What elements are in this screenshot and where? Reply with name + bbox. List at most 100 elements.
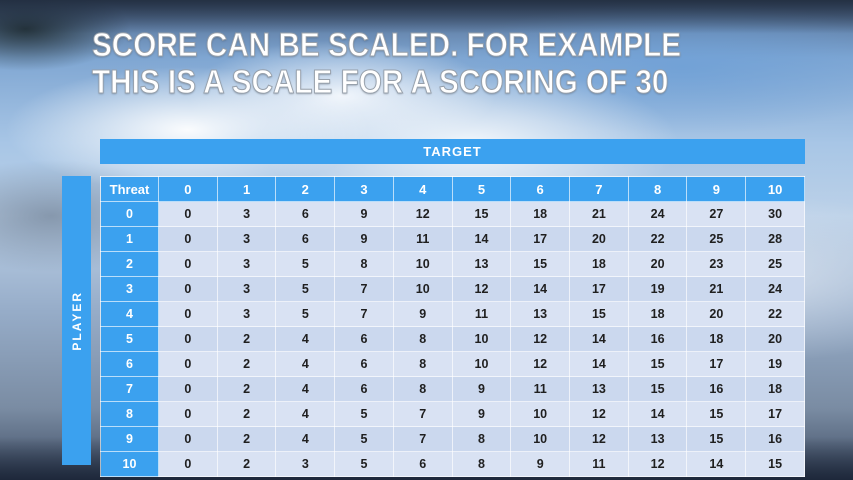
score-cell: 15: [627, 376, 688, 402]
score-cell: 7: [334, 301, 394, 327]
score-cell: 5: [334, 401, 394, 427]
target-col-header-4: 4: [392, 176, 453, 202]
table-row-threat-10: 10 0 2 3 5 6 8 9 11 12 14 15: [100, 451, 805, 477]
score-cell: 0: [158, 401, 218, 427]
score-cell: 8: [451, 451, 512, 477]
score-cell: 24: [627, 201, 688, 227]
score-cell: 15: [627, 351, 688, 377]
score-table: Threat 0 1 2 3 4 5 6 7 8 9 10 0 0 3 6 9 12 15 18 21 24 27 30 1…: [100, 176, 805, 477]
score-cell: 14: [569, 326, 629, 352]
score-cell: 11: [451, 301, 512, 327]
table-row-threat-0: 0 0 3 6 9 12 15 18 21 24 27 30: [100, 201, 805, 227]
score-cell: 10: [392, 251, 453, 277]
target-col-header-6: 6: [510, 176, 571, 202]
score-cell: 14: [451, 226, 512, 252]
score-cell: 5: [275, 251, 336, 277]
score-cell: 5: [275, 301, 336, 327]
score-cell: 0: [158, 201, 218, 227]
score-cell: 25: [745, 251, 805, 277]
score-cell: 8: [392, 326, 453, 352]
score-cell: 6: [334, 376, 394, 402]
score-cell: 6: [275, 201, 336, 227]
score-cell: 9: [392, 301, 453, 327]
score-cell: 10: [510, 426, 571, 452]
score-cell: 17: [510, 226, 571, 252]
score-cell: 12: [510, 351, 571, 377]
score-cell: 2: [216, 326, 277, 352]
score-cell: 8: [392, 376, 453, 402]
score-cell: 6: [334, 326, 394, 352]
score-cell: 10: [451, 351, 512, 377]
table-row-threat-7: 7 0 2 4 6 8 9 11 13 15 16 18: [100, 376, 805, 402]
score-cell: 24: [745, 276, 805, 302]
score-cell: 7: [392, 426, 453, 452]
score-cell: 15: [451, 201, 512, 227]
threat-row-header-3: 3: [100, 276, 159, 302]
score-cell: 20: [686, 301, 747, 327]
score-cell: 6: [334, 351, 394, 377]
threat-row-header-10: 10: [100, 451, 159, 477]
table-row-threat-1: 1 0 3 6 9 11 14 17 20 22 25 28: [100, 226, 805, 252]
score-cell: 18: [686, 326, 747, 352]
score-cell: 5: [334, 451, 394, 477]
threat-row-header-5: 5: [100, 326, 159, 352]
table-row-threat-4: 4 0 3 5 7 9 11 13 15 18 20 22: [100, 301, 805, 327]
score-cell: 18: [745, 376, 805, 402]
score-cell: 9: [451, 376, 512, 402]
score-cell: 10: [510, 401, 571, 427]
score-cell: 12: [392, 201, 453, 227]
threat-row-header-9: 9: [100, 426, 159, 452]
score-cell: 4: [275, 376, 336, 402]
target-label: TARGET: [423, 144, 482, 159]
target-col-header-5: 5: [451, 176, 512, 202]
score-cell: 12: [569, 401, 629, 427]
table-row-threat-6: 6 0 2 4 6 8 10 12 14 15 17 19: [100, 351, 805, 377]
player-label: PLAYER: [69, 290, 84, 351]
score-cell: 4: [275, 426, 336, 452]
score-cell: 0: [158, 351, 218, 377]
score-cell: 19: [627, 276, 688, 302]
score-cell: 30: [745, 201, 805, 227]
score-cell: 10: [392, 276, 453, 302]
threat-row-header-7: 7: [100, 376, 159, 402]
threat-row-header-6: 6: [100, 351, 159, 377]
score-cell: 14: [510, 276, 571, 302]
score-cell: 0: [158, 251, 218, 277]
score-cell: 7: [334, 276, 394, 302]
score-cell: 9: [510, 451, 571, 477]
score-cell: 0: [158, 426, 218, 452]
score-cell: 0: [158, 326, 218, 352]
score-cell: 2: [216, 351, 277, 377]
score-cell: 3: [216, 251, 277, 277]
score-cell: 6: [392, 451, 453, 477]
target-col-header-9: 9: [686, 176, 747, 202]
score-cell: 0: [158, 376, 218, 402]
score-cell: 9: [451, 401, 512, 427]
score-cell: 15: [510, 251, 571, 277]
target-col-header-1: 1: [216, 176, 277, 202]
target-col-header-10: 10: [745, 176, 805, 202]
threat-row-header-4: 4: [100, 301, 159, 327]
score-cell: 23: [686, 251, 747, 277]
table-row-threat-5: 5 0 2 4 6 8 10 12 14 16 18 20: [100, 326, 805, 352]
score-cell: 16: [745, 426, 805, 452]
score-cell: 10: [451, 326, 512, 352]
score-cell: 12: [451, 276, 512, 302]
score-cell: 8: [392, 351, 453, 377]
threat-row-header-8: 8: [100, 401, 159, 427]
score-cell: 18: [569, 251, 629, 277]
score-cell: 15: [686, 426, 747, 452]
score-cell: 3: [216, 276, 277, 302]
score-cell: 2: [216, 426, 277, 452]
score-cell: 16: [627, 326, 688, 352]
score-cell: 20: [569, 226, 629, 252]
target-col-header-3: 3: [334, 176, 394, 202]
score-cell: 2: [216, 376, 277, 402]
score-cell: 8: [451, 426, 512, 452]
score-cell: 9: [334, 226, 394, 252]
table-row-threat-8: 8 0 2 4 5 7 9 10 12 14 15 17: [100, 401, 805, 427]
score-cell: 17: [745, 401, 805, 427]
score-cell: 5: [275, 276, 336, 302]
table-row-threat-2: 2 0 3 5 8 10 13 15 18 20 23 25: [100, 251, 805, 277]
score-cell: 0: [158, 226, 218, 252]
